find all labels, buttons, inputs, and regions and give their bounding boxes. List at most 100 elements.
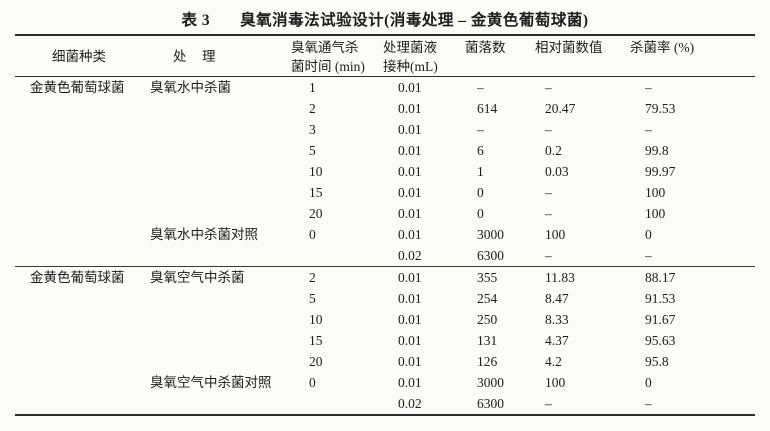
header-line: 臭氧通气杀 xyxy=(291,40,359,55)
table-cell xyxy=(15,224,143,245)
table-cell xyxy=(15,372,143,393)
table-cell: – xyxy=(545,396,552,411)
table-cell: 100 xyxy=(545,375,566,390)
table-cell: 0.2 xyxy=(545,143,562,158)
table-row: 15 0.01 0 – 100 xyxy=(15,182,755,203)
table-cell: 250 xyxy=(477,312,498,327)
top-rule xyxy=(15,34,755,36)
table-cell: 79.53 xyxy=(645,101,676,116)
table-cell: 6300 xyxy=(477,248,504,263)
table-row: 10 0.01 1 0.03 99.97 xyxy=(15,161,755,182)
table-cell: 355 xyxy=(477,270,498,285)
table-cell: 金黄色葡萄球菌 xyxy=(30,80,125,95)
table-cell: 4.37 xyxy=(545,333,569,348)
table-cell xyxy=(15,393,143,414)
table-cell xyxy=(143,119,291,140)
table-row: 臭氧水中杀菌对照 0 0.01 3000 100 0 xyxy=(15,224,755,245)
table-cell: 臭氧空气中杀菌对照 xyxy=(150,375,272,390)
table-cell: 0 xyxy=(645,375,652,390)
table-cell: 3000 xyxy=(477,227,504,242)
table-cell: 20 xyxy=(309,206,323,221)
table-cell: 15 xyxy=(309,333,323,348)
table-cell: 0.01 xyxy=(398,333,422,348)
table-cell xyxy=(15,140,143,161)
table-cell: 0 xyxy=(309,375,316,390)
header-inoculation: 处理菌液接种(mL) xyxy=(377,36,457,76)
table-cell: 126 xyxy=(477,354,498,369)
table-cell: – xyxy=(477,80,484,95)
table-cell xyxy=(15,203,143,224)
table-cell: 6 xyxy=(477,143,484,158)
table-cell: 1 xyxy=(309,80,316,95)
header-species: 细菌种类 xyxy=(15,36,143,76)
table-cell: 0 xyxy=(645,227,652,242)
table-cell xyxy=(143,182,291,203)
table-cell: 100 xyxy=(545,227,566,242)
table-cell: 1 xyxy=(477,164,484,179)
table-header-row: 细菌种类处 理臭氧通气杀 菌时间 (min) 处理菌液 接种(mL) 菌落数 相对菌数值杀… xyxy=(15,36,755,76)
table-cell: 131 xyxy=(477,333,498,348)
table-cell: 0.02 xyxy=(398,248,422,263)
header-line: 相对菌数值 xyxy=(535,40,603,55)
header-line: 处理菌液 xyxy=(383,40,437,55)
bottom-rule xyxy=(15,414,755,416)
table-cell: 0.01 xyxy=(398,206,422,221)
header-rule xyxy=(15,76,755,77)
table-cell: – xyxy=(545,122,552,137)
header-line: 菌时间 (min) xyxy=(291,59,365,74)
table-cell: 11.83 xyxy=(545,270,575,285)
table-row: 金黄色葡萄球菌 臭氧水中杀菌 1 0.01 – – – xyxy=(15,77,755,98)
table-section-1: 金黄色葡萄球菌 臭氧水中杀菌 1 0.01 – – – 2 0.01 614 20.47 79.53 3… xyxy=(15,77,755,266)
header-line: 接种(mL) xyxy=(383,59,438,74)
table-cell xyxy=(15,245,143,266)
table-cell xyxy=(15,351,143,372)
table-row: 15 0.01 131 4.37 95.63 xyxy=(15,330,755,351)
table-row: 臭氧空气中杀菌对照 0 0.01 3000 100 0 xyxy=(15,372,755,393)
table-cell: 91.67 xyxy=(645,312,676,327)
table-cell: 0.01 xyxy=(398,143,422,158)
table-cell: 0.01 xyxy=(398,80,422,95)
table-cell: – xyxy=(645,80,652,95)
table-cell: 6300 xyxy=(477,396,504,411)
table-row: 0.02 6300 – – xyxy=(15,245,755,266)
table-cell xyxy=(143,351,291,372)
table-cell: 臭氧空气中杀菌 xyxy=(150,270,245,285)
header-ozone-time: 臭氧通气杀菌时间 (min) xyxy=(291,36,377,76)
table-row: 20 0.01 126 4.2 95.8 xyxy=(15,351,755,372)
table-cell: 99.97 xyxy=(645,164,676,179)
table-cell: 0 xyxy=(477,185,484,200)
table-cell: 0.01 xyxy=(398,291,422,306)
table-cell: 0.03 xyxy=(545,164,569,179)
table-cell xyxy=(143,330,291,351)
table-cell xyxy=(291,393,377,414)
table-cell: 5 xyxy=(309,143,316,158)
table-cell xyxy=(143,288,291,309)
table-row: 5 0.01 6 0.2 99.8 xyxy=(15,140,755,161)
table-cell: 254 xyxy=(477,291,498,306)
table-cell: 0 xyxy=(309,227,316,242)
table-cell: 5 xyxy=(309,291,316,306)
table-title: 表 3 臭氧消毒法试验设计(消毒处理 – 金黄色葡萄球菌) xyxy=(0,0,770,34)
table-cell: – xyxy=(545,206,552,221)
table-cell: 3000 xyxy=(477,375,504,390)
table-cell: 99.8 xyxy=(645,143,669,158)
table-cell xyxy=(143,309,291,330)
table-cell: 臭氧水中杀菌 xyxy=(150,80,231,95)
table-cell: – xyxy=(545,185,552,200)
table-cell xyxy=(143,161,291,182)
header-line: 细菌种类 xyxy=(52,48,106,64)
header-line: 菌落数 xyxy=(465,40,506,55)
table-cell: 2 xyxy=(309,101,316,116)
table-cell xyxy=(143,203,291,224)
table-cell xyxy=(15,98,143,119)
table-cell: 2 xyxy=(309,270,316,285)
table-row: 20 0.01 0 – 100 xyxy=(15,203,755,224)
header-line: 杀菌率 (%) xyxy=(630,40,695,55)
table-cell: 91.53 xyxy=(645,291,676,306)
table-cell: 95.8 xyxy=(645,354,669,369)
table-cell: 8.33 xyxy=(545,312,569,327)
table-cell: 0.01 xyxy=(398,164,422,179)
table-cell: 10 xyxy=(309,312,323,327)
table-cell: – xyxy=(545,80,552,95)
